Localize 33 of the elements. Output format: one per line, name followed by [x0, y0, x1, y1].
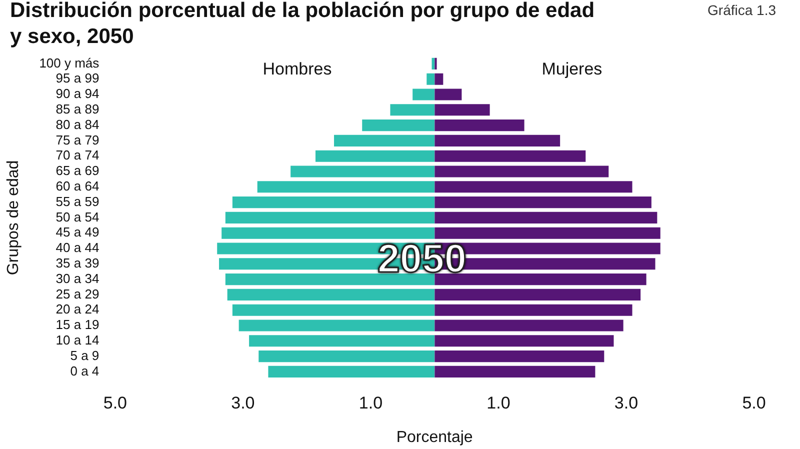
y-tick-label: 75 a 79: [56, 132, 100, 148]
y-axis-title: Grupos de edad: [5, 160, 22, 276]
y-tick-label: 80 a 84: [56, 116, 100, 132]
y-tick-label: 25 a 29: [56, 286, 100, 302]
y-tick-label: 30 a 34: [56, 270, 100, 286]
y-tick-label: 60 a 64: [56, 178, 100, 194]
y-tick-label: 15 a 19: [56, 317, 100, 332]
text: Gráfica 1.3: [708, 2, 776, 18]
x-tick-label: 5.0: [103, 393, 127, 412]
y-tick-label: 65 a 69: [56, 163, 100, 178]
y-tick-label: 55 a 59: [56, 194, 100, 209]
x-tick-label: 5.0: [742, 393, 766, 412]
y-tick-label: 35 a 39: [56, 255, 100, 270]
y-tick-label: 0 a 4: [70, 363, 100, 378]
y-tick-label: 20 a 24: [56, 302, 100, 317]
y-tick-label: 70 a 74: [56, 148, 100, 163]
y-tick-label: 10 a 14: [56, 332, 100, 348]
chart-title: Distribución porcentual de la población por grupo de edad y sexo, 2050: [10, 0, 596, 50]
y-tick-label: 90 a 94: [56, 86, 100, 102]
x-tick-label: 3.0: [231, 393, 255, 412]
y-tick-label: 50 a 54: [56, 209, 100, 224]
text: Mujeres: [542, 60, 602, 79]
y-tick-label: 95 a 99: [56, 70, 100, 86]
y-tick-label: 85 a 89: [56, 101, 100, 116]
y-tick-label: 45 a 49: [56, 224, 100, 240]
text: Hombres: [262, 60, 332, 79]
y-tick-label: 5 a 9: [70, 348, 100, 363]
x-tick-label: 1.0: [486, 393, 510, 412]
y-tick-label: 100 y más: [39, 55, 100, 70]
y-tick-label: 40 a 44: [56, 240, 100, 256]
x-axis-title: Porcentaje: [396, 428, 473, 446]
x-tick-label: 3.0: [614, 393, 638, 412]
x-tick-label: 1.0: [358, 393, 383, 412]
